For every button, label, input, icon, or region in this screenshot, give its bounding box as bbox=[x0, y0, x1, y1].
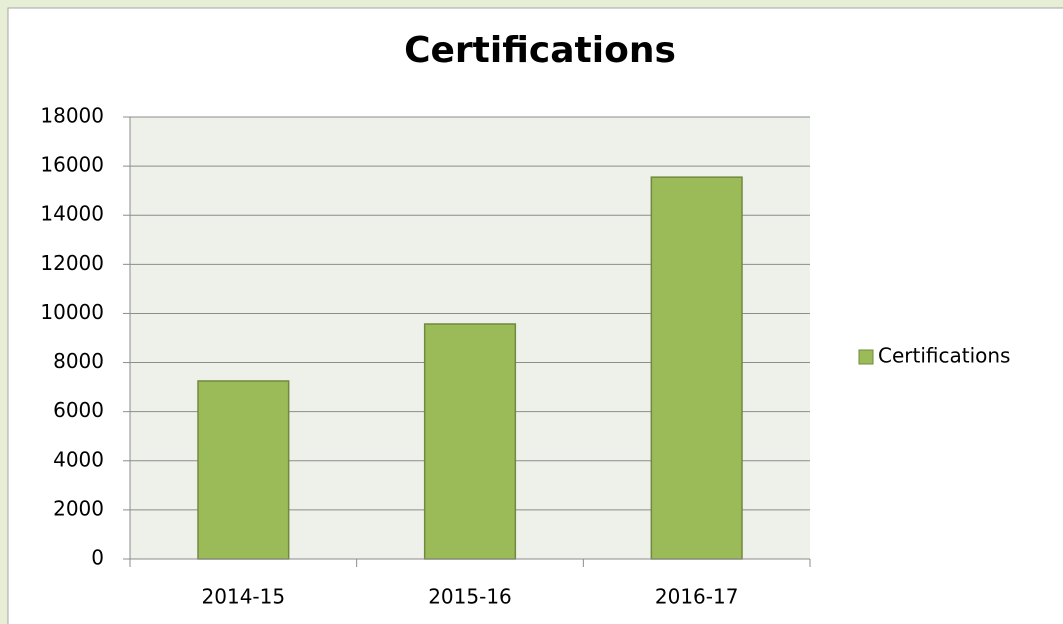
legend-label: Certifications bbox=[878, 344, 1010, 368]
bar bbox=[423, 323, 517, 560]
y-tick-label: 14000 bbox=[40, 202, 104, 226]
bar bbox=[197, 380, 290, 560]
bar bbox=[650, 176, 743, 560]
chart-title: Certifications bbox=[404, 30, 676, 71]
legend-swatch bbox=[858, 349, 874, 365]
y-tick-label: 8000 bbox=[53, 349, 104, 373]
y-tick-label: 6000 bbox=[53, 398, 104, 422]
x-tick-label: 2015-16 bbox=[428, 585, 512, 609]
x-tick-label: 2016-17 bbox=[655, 585, 739, 609]
y-tick-label: 4000 bbox=[53, 447, 104, 471]
y-tick-label: 16000 bbox=[40, 153, 104, 177]
y-tick-label: 12000 bbox=[40, 251, 104, 275]
y-tick-label: 18000 bbox=[40, 104, 104, 128]
y-tick-label: 2000 bbox=[53, 496, 104, 520]
y-tick-label: 0 bbox=[91, 546, 104, 570]
x-tick-label: 2014-15 bbox=[202, 585, 286, 609]
y-tick-label: 10000 bbox=[40, 300, 104, 324]
